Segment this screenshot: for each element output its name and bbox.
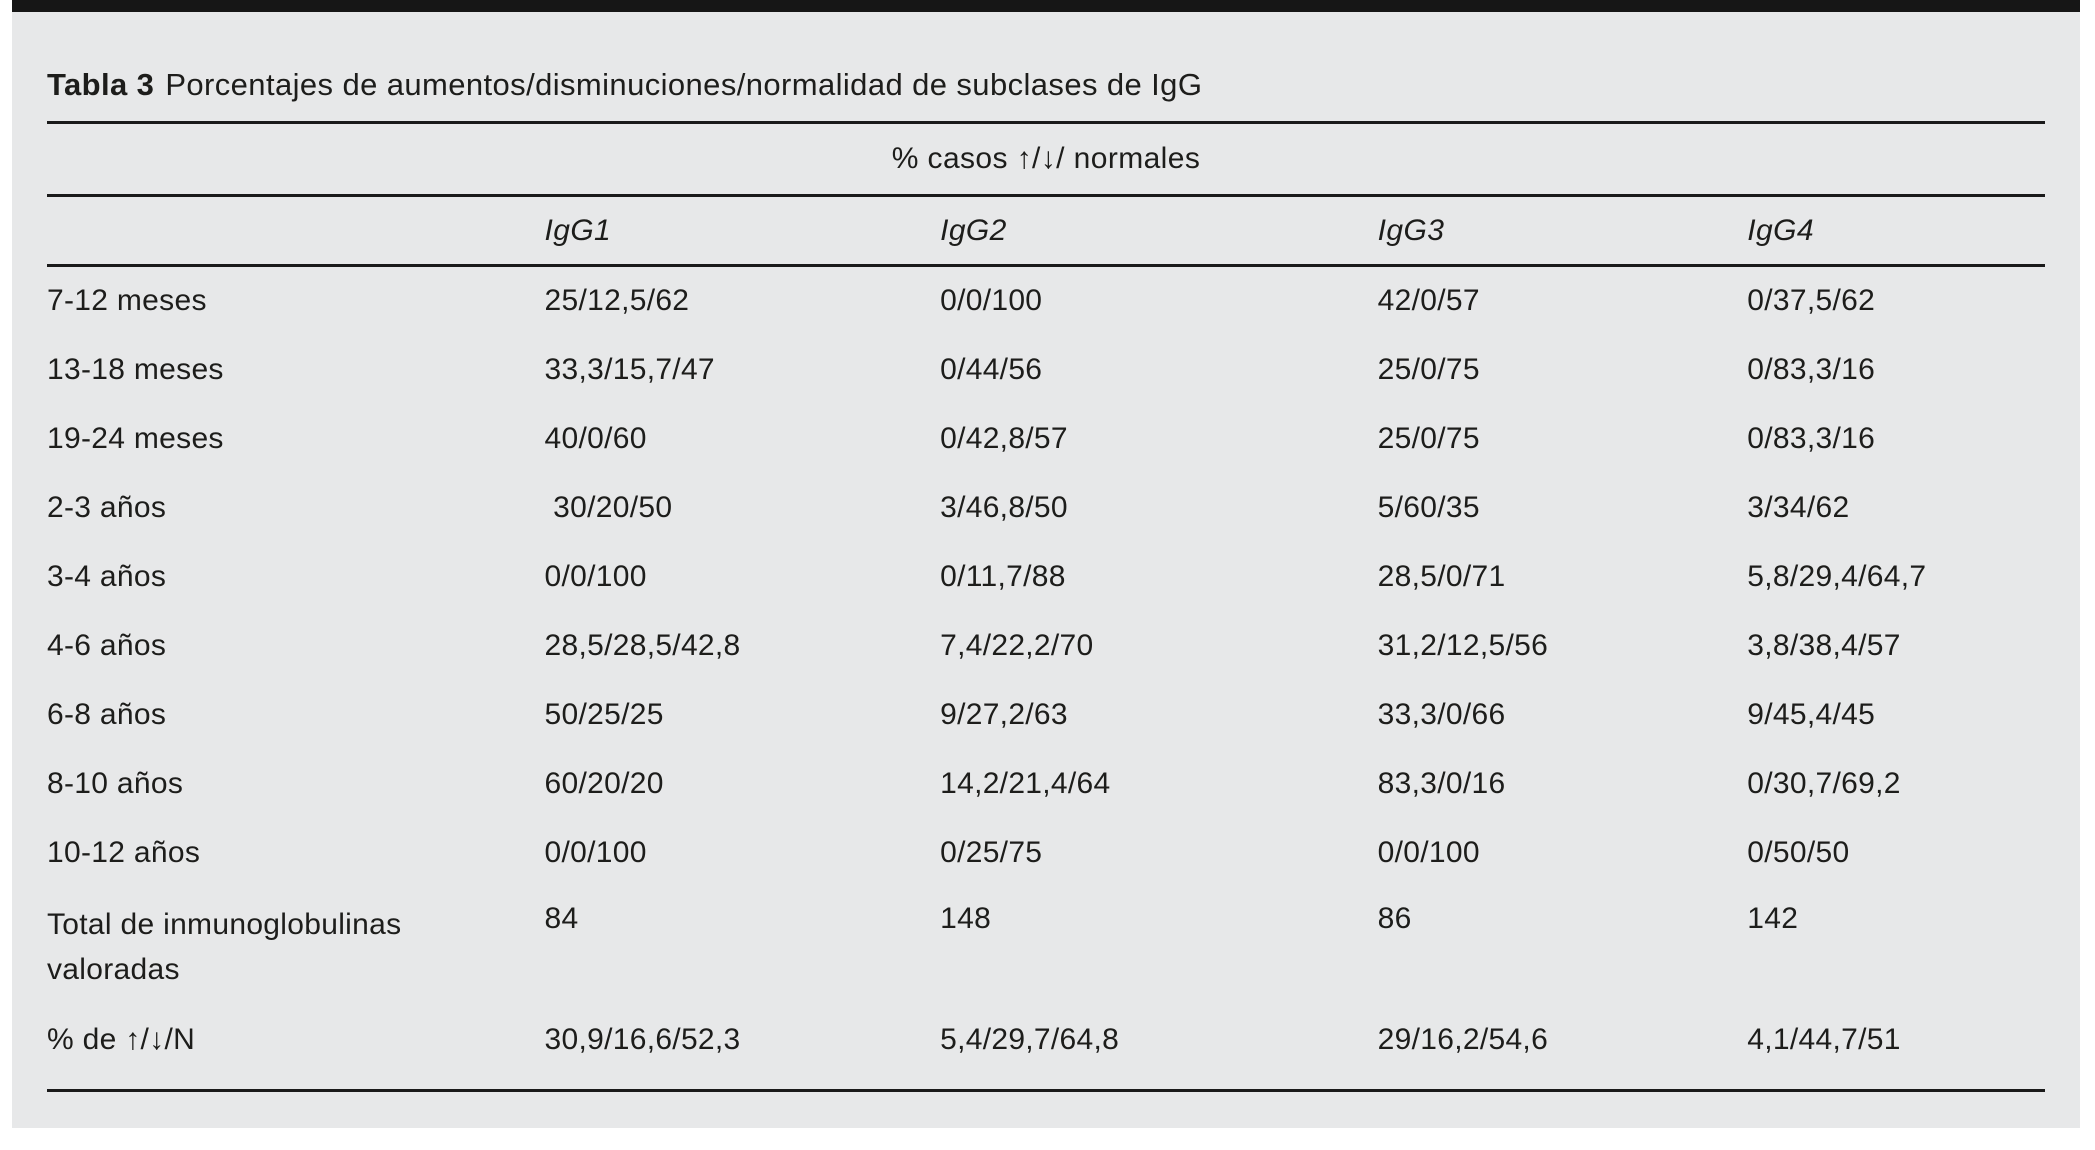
cell-igg1: 84	[544, 902, 579, 935]
column-header-igg2: IgG2	[940, 213, 1007, 247]
cell-igg2: 0/0/100	[940, 284, 1043, 318]
group-header-row: % casos ↑/↓/ normales	[47, 124, 2045, 197]
table-row-percent: % de ↑/↓/N 30,9/16,6/52,3 5,4/29,7/64,8 …	[47, 992, 2045, 1092]
cell-igg4: 3/34/62	[1747, 491, 1850, 525]
cell-igg3: 5/60/35	[1377, 491, 1480, 525]
row-label: Total de inmunoglobulinas valoradas	[47, 908, 411, 986]
cell-igg1: 60/20/20	[544, 767, 664, 801]
cell-igg3: 86	[1377, 902, 1412, 935]
table-row: 10-12 años 0/0/100 0/25/75 0/0/100 0/50/…	[47, 819, 2045, 888]
top-black-rule	[12, 0, 2080, 12]
table-row: 19-24 meses 40/0/60 0/42,8/57 25/0/75 0/…	[47, 405, 2045, 474]
table-caption-number: Tabla 3	[47, 67, 155, 102]
cell-igg4: 0/50/50	[1747, 836, 1850, 870]
cell-igg2: 148	[940, 902, 992, 935]
cell-igg2: 0/11,7/88	[940, 560, 1066, 594]
row-label: 6-8 años	[47, 698, 167, 732]
cell-igg4: 4,1/44,7/51	[1747, 1023, 1901, 1057]
cell-igg3: 0/0/100	[1377, 836, 1480, 870]
cell-igg1: 33,3/15,7/47	[544, 353, 715, 387]
table-row: 13-18 meses 33,3/15,7/47 0/44/56 25/0/75…	[47, 336, 2045, 405]
cell-igg4: 3,8/38,4/57	[1747, 629, 1901, 663]
cell-igg3: 33,3/0/66	[1377, 698, 1506, 732]
cell-igg4: 0/83,3/16	[1747, 353, 1876, 387]
cell-igg1: 50/25/25	[544, 698, 664, 732]
row-label: 7-12 meses	[47, 284, 207, 318]
cell-igg3: 28,5/0/71	[1377, 560, 1506, 594]
column-header-igg1: IgG1	[544, 213, 612, 247]
cell-igg1: 40/0/60	[544, 422, 647, 456]
table-row: 7-12 meses 25/12,5/62 0/0/100 42/0/57 0/…	[47, 267, 2045, 336]
cell-igg3: 42/0/57	[1377, 284, 1480, 318]
table-caption: Tabla 3 Porcentajes de aumentos/disminuc…	[47, 12, 2045, 124]
cell-igg4: 142	[1747, 902, 1799, 935]
table-row: 4-6 años 28,5/28,5/42,8 7,4/22,2/70 31,2…	[47, 612, 2045, 681]
row-label: 2-3 años	[47, 491, 167, 525]
cell-igg1: 25/12,5/62	[544, 284, 690, 318]
row-label: 3-4 años	[47, 560, 167, 594]
column-header-igg4: IgG4	[1747, 213, 1814, 247]
cell-igg2: 7,4/22,2/70	[940, 629, 1094, 663]
table-caption-text: Porcentajes de aumentos/disminuciones/no…	[165, 67, 1203, 102]
cell-igg2: 0/25/75	[940, 836, 1043, 870]
cell-igg1: 28,5/28,5/42,8	[544, 629, 741, 663]
cell-igg4: 0/83,3/16	[1747, 422, 1876, 456]
column-header-row: IgG1 IgG2 IgG3 IgG4	[47, 197, 2045, 267]
row-label: 4-6 años	[47, 629, 167, 663]
table-row: 8-10 años 60/20/20 14,2/21,4/64 83,3/0/1…	[47, 750, 2045, 819]
cell-igg3: 25/0/75	[1377, 353, 1480, 387]
row-label: % de ↑/↓/N	[47, 1023, 196, 1057]
cell-igg1: 0/0/100	[544, 836, 647, 870]
table-row-total: Total de inmunoglobulinas valoradas 84 1…	[47, 888, 2045, 992]
table-row: 3-4 años 0/0/100 0/11,7/88 28,5/0/71 5,8…	[47, 543, 2045, 612]
row-label: 8-10 años	[47, 767, 184, 801]
cell-igg4: 9/45,4/45	[1747, 698, 1876, 732]
cell-igg3: 29/16,2/54,6	[1377, 1023, 1549, 1057]
cell-igg1: 30/20/50	[544, 491, 673, 525]
group-header-label: % casos ↑/↓/ normales	[891, 142, 1201, 175]
cell-igg3: 25/0/75	[1377, 422, 1480, 456]
table-row: 2-3 años 30/20/50 3/46,8/50 5/60/35 3/34…	[47, 474, 2045, 543]
cell-igg2: 9/27,2/63	[940, 698, 1068, 732]
table-panel: Tabla 3 Porcentajes de aumentos/disminuc…	[12, 12, 2080, 1128]
row-label: 13-18 meses	[47, 353, 224, 387]
cell-igg2: 0/42,8/57	[940, 422, 1068, 456]
table-content: Tabla 3 Porcentajes de aumentos/disminuc…	[47, 12, 2045, 1128]
cell-igg2: 3/46,8/50	[940, 491, 1068, 525]
cell-igg3: 83,3/0/16	[1377, 767, 1506, 801]
cell-igg1: 0/0/100	[544, 560, 647, 594]
cell-igg2: 0/44/56	[940, 353, 1043, 387]
cell-igg3: 31,2/12,5/56	[1377, 629, 1549, 663]
cell-igg4: 5,8/29,4/64,7	[1747, 560, 1927, 594]
column-header-igg3: IgG3	[1377, 213, 1445, 247]
cell-igg4: 0/37,5/62	[1747, 284, 1876, 318]
cell-igg1: 30,9/16,6/52,3	[544, 1023, 741, 1057]
row-label: 19-24 meses	[47, 422, 224, 456]
cell-igg4: 0/30,7/69,2	[1747, 767, 1901, 801]
table-row: 6-8 años 50/25/25 9/27,2/63 33,3/0/66 9/…	[47, 681, 2045, 750]
row-label: 10-12 años	[47, 836, 201, 870]
cell-igg2: 14,2/21,4/64	[940, 767, 1111, 801]
cell-igg2: 5,4/29,7/64,8	[940, 1023, 1120, 1057]
